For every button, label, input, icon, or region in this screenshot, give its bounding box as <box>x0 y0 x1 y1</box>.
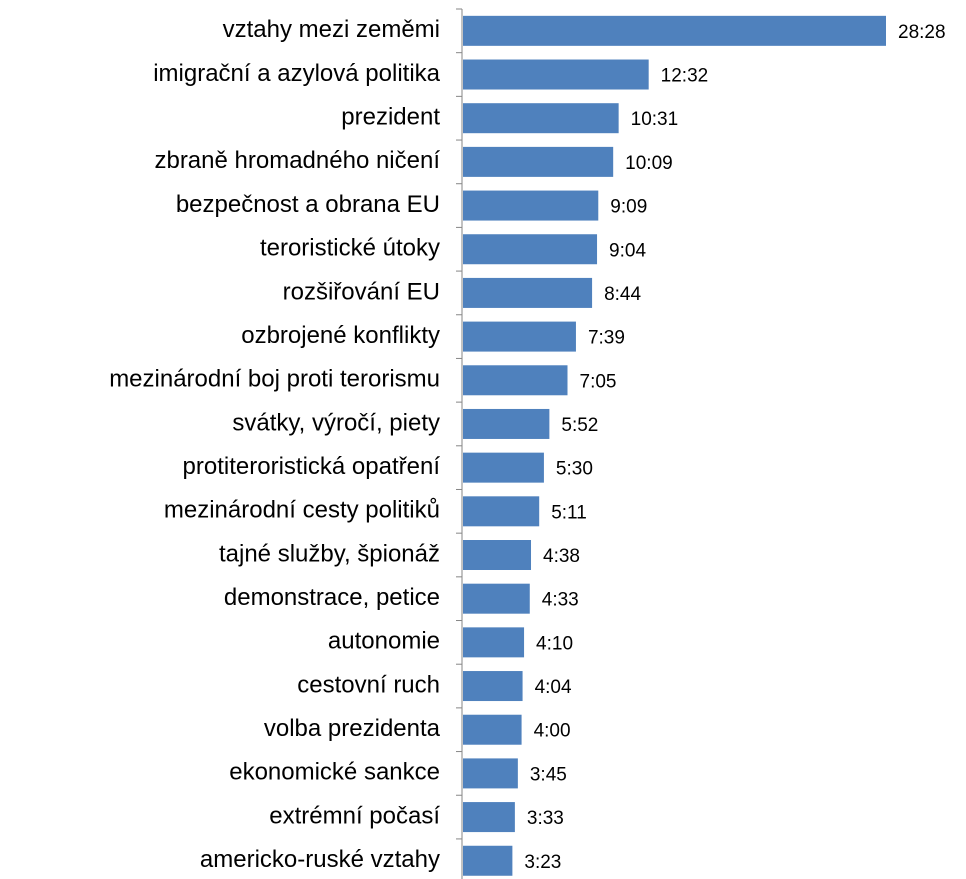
bar <box>463 234 598 265</box>
category-label: cestovní ruch <box>297 671 440 698</box>
value-label: 9:09 <box>610 197 647 218</box>
value-label: 3:45 <box>530 764 567 785</box>
category-label: zbraně hromadného ničení <box>154 147 440 174</box>
category-label: bezpečnost a obrana EU <box>176 191 440 218</box>
value-label: 4:04 <box>535 677 572 698</box>
bar <box>463 714 522 745</box>
category-label: mezinárodní cesty politiků <box>164 497 440 524</box>
category-label: svátky, výročí, piety <box>232 409 440 436</box>
bar <box>463 408 550 439</box>
bar <box>463 321 576 352</box>
bar <box>463 146 614 177</box>
category-label: prezident <box>341 104 440 131</box>
category-label: teroristické útoky <box>260 235 440 262</box>
category-label: imigrační a azylová politika <box>153 60 440 87</box>
bar <box>463 845 513 876</box>
value-label: 8:44 <box>604 284 641 305</box>
category-label: ozbrojené konflikty <box>241 322 440 349</box>
value-label: 4:33 <box>542 590 579 611</box>
bar <box>463 365 568 396</box>
category-label: demonstrace, petice <box>224 584 440 611</box>
category-label: extrémní počasí <box>269 802 440 829</box>
bar <box>463 190 599 221</box>
bar <box>463 671 523 702</box>
value-label: 3:33 <box>527 808 564 829</box>
value-label: 4:10 <box>536 633 573 654</box>
bar <box>463 59 649 90</box>
value-label: 4:00 <box>534 721 571 742</box>
bar <box>463 540 532 570</box>
category-label: vztahy mezi zeměmi <box>223 16 440 43</box>
value-label: 5:52 <box>561 415 598 436</box>
category-label: volba prezidenta <box>264 715 441 742</box>
value-label: 7:39 <box>588 328 625 349</box>
category-label: ekonomické sankce <box>229 759 440 786</box>
value-label: 5:30 <box>556 459 593 480</box>
value-label: 10:09 <box>625 153 673 174</box>
category-label: rozšiřování EU <box>283 278 440 305</box>
category-label: protiteroristická opatření <box>183 453 441 480</box>
value-label: 9:04 <box>609 240 646 261</box>
value-label: 12:32 <box>661 66 709 87</box>
category-label: autonomie <box>328 628 440 655</box>
bar <box>463 103 619 134</box>
value-label: 7:05 <box>580 371 617 392</box>
value-label: 28:28 <box>898 22 946 43</box>
bar <box>463 583 530 614</box>
bar <box>463 496 540 527</box>
bar <box>463 452 544 483</box>
bar <box>463 627 525 658</box>
bar <box>463 758 518 789</box>
value-label: 5:11 <box>551 502 587 523</box>
value-label: 3:23 <box>524 852 561 873</box>
value-label: 4:38 <box>543 546 580 567</box>
value-label: 10:31 <box>631 109 679 130</box>
bar <box>463 277 593 308</box>
category-label: mezinárodní boj proti terorismu <box>109 366 440 393</box>
bar <box>463 15 886 46</box>
bar <box>463 802 515 833</box>
category-label: tajné služby, špionáž <box>219 540 440 567</box>
category-label: americko-ruské vztahy <box>200 846 440 873</box>
